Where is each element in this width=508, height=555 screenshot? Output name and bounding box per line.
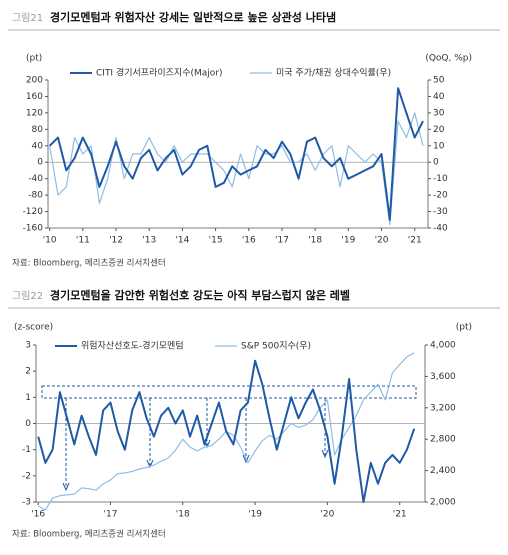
- y-tick-label: -40: [28, 174, 43, 184]
- series-line: [37, 359, 416, 503]
- x-tick-label: '13: [142, 236, 156, 246]
- x-tick-label: '16: [31, 510, 45, 520]
- x-tick-label: '20: [375, 236, 389, 246]
- y2-tick-label: 20: [433, 125, 445, 135]
- chart-title: 경기모멘텀과 위험자산 강세는 일반적으로 높은 상관성 나타냄: [50, 10, 336, 24]
- y2-tick-label: 2,400: [430, 466, 456, 476]
- series-line: [48, 87, 424, 221]
- y-tick-label: 0: [25, 419, 31, 429]
- figure-label: 그림22: [12, 290, 43, 302]
- y-tick-label: -2: [22, 471, 31, 481]
- y2-axis-unit: (pt): [456, 323, 472, 333]
- y-tick-label: 120: [26, 108, 43, 118]
- x-tick-label: '16: [242, 236, 256, 246]
- y2-axis-unit: (QoQ, %p): [425, 54, 472, 64]
- y2-tick-label: -40: [433, 224, 448, 234]
- y2-tick-label: 2,800: [430, 435, 456, 445]
- x-tick-label: '15: [209, 236, 223, 246]
- y-tick-label: -120: [23, 207, 44, 217]
- y2-tick-label: 0: [433, 158, 439, 168]
- legend-label: 미국 주가/채권 상대수익률(우): [276, 67, 391, 79]
- y2-tick-label: 4,000: [430, 341, 456, 351]
- y2-tick-label: 10: [433, 141, 445, 151]
- y-tick-label: 2: [25, 367, 31, 377]
- x-tick-label: '12: [109, 236, 123, 246]
- x-tick-label: '20: [320, 510, 334, 520]
- legend-label: S&P 500지수(우): [241, 341, 311, 352]
- y2-tick-label: 2,000: [430, 498, 456, 508]
- y2-tick-label: -30: [433, 207, 448, 217]
- y-tick-label: -3: [22, 498, 31, 508]
- y2-tick-label: -10: [433, 174, 448, 184]
- y2-tick-label: 40: [433, 92, 445, 102]
- y-axis-unit: (z-score): [14, 323, 53, 333]
- y-tick-label: -160: [23, 224, 44, 234]
- y-tick-label: -80: [28, 191, 43, 201]
- x-tick-label: '11: [76, 236, 90, 246]
- x-tick-label: '19: [341, 236, 355, 246]
- x-tick-label: '17: [104, 510, 118, 520]
- y2-tick-label: 3,600: [430, 372, 456, 382]
- y-tick-label: 200: [26, 76, 43, 86]
- y-tick-label: 1: [25, 393, 31, 403]
- y-tick-label: 80: [32, 125, 44, 135]
- y-tick-label: 40: [32, 141, 44, 151]
- x-tick-label: '21: [408, 236, 422, 246]
- y-tick-label: -1: [22, 445, 31, 455]
- y-axis-unit: (pt): [26, 54, 42, 64]
- x-tick-label: '17: [275, 236, 289, 246]
- legend-label: CITI 경기서프라이즈지수(Major): [96, 67, 222, 79]
- y-tick-label: 160: [26, 92, 43, 102]
- source-note: 자료: Bloomberg, 메리츠증권 리서치센터: [12, 258, 166, 269]
- x-tick-label: '18: [176, 510, 190, 520]
- y2-tick-label: 30: [433, 108, 445, 118]
- y2-tick-label: 3,200: [430, 403, 456, 413]
- x-tick-label: '10: [43, 236, 57, 246]
- figure-label: 그림21: [12, 12, 43, 24]
- x-tick-label: '19: [248, 510, 262, 520]
- x-tick-label: '21: [393, 510, 407, 520]
- x-tick-label: '18: [308, 236, 322, 246]
- legend-label: 위험자산선호도-경기모멘텀: [81, 340, 184, 352]
- y-tick-label: 0: [37, 158, 43, 168]
- y2-tick-label: -20: [433, 191, 448, 201]
- y2-tick-label: 50: [433, 76, 445, 86]
- chart-title: 경기모멘텀을 감안한 위험선호 강도는 아직 부담스럽지 않은 레벨: [50, 288, 350, 302]
- source-note: 자료: Bloomberg, 메리츠증권 리서치센터: [12, 529, 166, 540]
- y-tick-label: 3: [25, 341, 31, 351]
- x-tick-label: '14: [175, 236, 189, 246]
